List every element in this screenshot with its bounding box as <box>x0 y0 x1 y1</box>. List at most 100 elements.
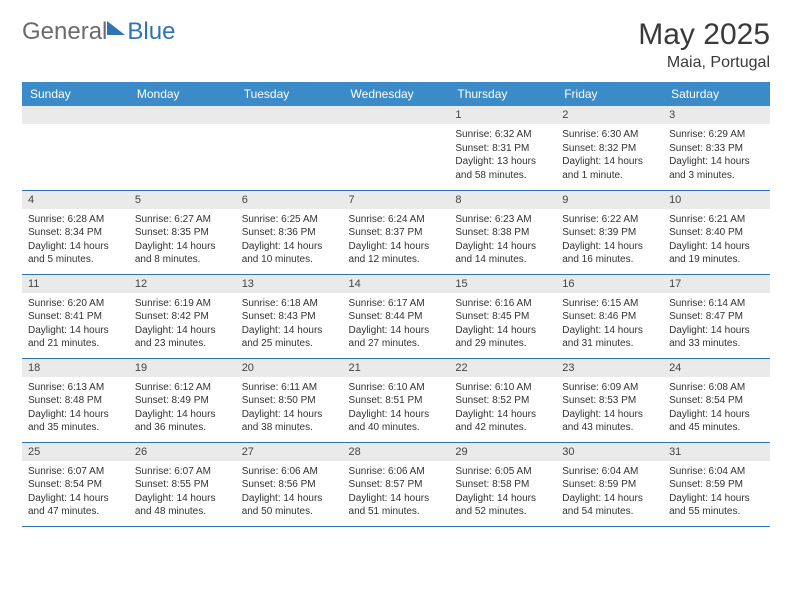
sunrise-text: Sunrise: 6:23 AM <box>455 213 550 227</box>
day-info: Sunrise: 6:05 AMSunset: 8:58 PMDaylight:… <box>449 461 556 523</box>
sunset-text: Sunset: 8:42 PM <box>135 310 230 324</box>
day-number: 8 <box>449 191 556 209</box>
day-number: 14 <box>343 275 450 293</box>
calendar-day-cell: 28Sunrise: 6:06 AMSunset: 8:57 PMDayligh… <box>343 442 450 526</box>
day-number: 31 <box>663 443 770 461</box>
calendar-day-cell: 12Sunrise: 6:19 AMSunset: 8:42 PMDayligh… <box>129 274 236 358</box>
sunrise-text: Sunrise: 6:06 AM <box>242 465 337 479</box>
calendar-day-cell: 22Sunrise: 6:10 AMSunset: 8:52 PMDayligh… <box>449 358 556 442</box>
day-number: 7 <box>343 191 450 209</box>
calendar-table: Sunday Monday Tuesday Wednesday Thursday… <box>22 82 770 527</box>
day-info: Sunrise: 6:28 AMSunset: 8:34 PMDaylight:… <box>22 209 129 271</box>
calendar-header-row: Sunday Monday Tuesday Wednesday Thursday… <box>22 82 770 106</box>
calendar-day-cell <box>22 106 129 190</box>
day-number: 3 <box>663 106 770 124</box>
calendar-day-cell: 2Sunrise: 6:30 AMSunset: 8:32 PMDaylight… <box>556 106 663 190</box>
daylight-text: Daylight: 14 hours and 27 minutes. <box>349 324 444 351</box>
sunrise-text: Sunrise: 6:12 AM <box>135 381 230 395</box>
sunset-text: Sunset: 8:59 PM <box>669 478 764 492</box>
daylight-text: Daylight: 14 hours and 50 minutes. <box>242 492 337 519</box>
day-number: 17 <box>663 275 770 293</box>
calendar-week-row: 25Sunrise: 6:07 AMSunset: 8:54 PMDayligh… <box>22 442 770 526</box>
calendar-day-cell: 15Sunrise: 6:16 AMSunset: 8:45 PMDayligh… <box>449 274 556 358</box>
sunset-text: Sunset: 8:48 PM <box>28 394 123 408</box>
sunset-text: Sunset: 8:55 PM <box>135 478 230 492</box>
calendar-day-cell: 5Sunrise: 6:27 AMSunset: 8:35 PMDaylight… <box>129 190 236 274</box>
day-info: Sunrise: 6:12 AMSunset: 8:49 PMDaylight:… <box>129 377 236 439</box>
day-number: 1 <box>449 106 556 124</box>
sunset-text: Sunset: 8:47 PM <box>669 310 764 324</box>
calendar-day-cell: 31Sunrise: 6:04 AMSunset: 8:59 PMDayligh… <box>663 442 770 526</box>
sunset-text: Sunset: 8:41 PM <box>28 310 123 324</box>
day-info: Sunrise: 6:13 AMSunset: 8:48 PMDaylight:… <box>22 377 129 439</box>
daylight-text: Daylight: 14 hours and 48 minutes. <box>135 492 230 519</box>
daylight-text: Daylight: 14 hours and 35 minutes. <box>28 408 123 435</box>
calendar-week-row: 1Sunrise: 6:32 AMSunset: 8:31 PMDaylight… <box>22 106 770 190</box>
day-number: 4 <box>22 191 129 209</box>
daylight-text: Daylight: 14 hours and 3 minutes. <box>669 155 764 182</box>
day-info: Sunrise: 6:04 AMSunset: 8:59 PMDaylight:… <box>663 461 770 523</box>
calendar-day-cell <box>343 106 450 190</box>
sunset-text: Sunset: 8:32 PM <box>562 142 657 156</box>
sunset-text: Sunset: 8:37 PM <box>349 226 444 240</box>
calendar-day-cell <box>236 106 343 190</box>
sunrise-text: Sunrise: 6:07 AM <box>28 465 123 479</box>
calendar-page: General Blue May 2025 Maia, Portugal Sun… <box>0 0 792 537</box>
calendar-day-cell: 9Sunrise: 6:22 AMSunset: 8:39 PMDaylight… <box>556 190 663 274</box>
header: General Blue May 2025 Maia, Portugal <box>22 18 770 72</box>
sunrise-text: Sunrise: 6:05 AM <box>455 465 550 479</box>
day-number: 6 <box>236 191 343 209</box>
sunset-text: Sunset: 8:53 PM <box>562 394 657 408</box>
day-number: 5 <box>129 191 236 209</box>
calendar-day-cell: 1Sunrise: 6:32 AMSunset: 8:31 PMDaylight… <box>449 106 556 190</box>
calendar-day-cell: 17Sunrise: 6:14 AMSunset: 8:47 PMDayligh… <box>663 274 770 358</box>
daylight-text: Daylight: 14 hours and 29 minutes. <box>455 324 550 351</box>
day-number: 23 <box>556 359 663 377</box>
day-info: Sunrise: 6:30 AMSunset: 8:32 PMDaylight:… <box>556 124 663 186</box>
logo-triangle-icon <box>107 21 125 35</box>
sunset-text: Sunset: 8:52 PM <box>455 394 550 408</box>
day-info: Sunrise: 6:17 AMSunset: 8:44 PMDaylight:… <box>343 293 450 355</box>
weekday-header: Saturday <box>663 82 770 106</box>
sunrise-text: Sunrise: 6:25 AM <box>242 213 337 227</box>
logo-text-blue: Blue <box>127 18 175 46</box>
calendar-day-cell: 4Sunrise: 6:28 AMSunset: 8:34 PMDaylight… <box>22 190 129 274</box>
daylight-text: Daylight: 14 hours and 12 minutes. <box>349 240 444 267</box>
sunset-text: Sunset: 8:58 PM <box>455 478 550 492</box>
calendar-day-cell: 6Sunrise: 6:25 AMSunset: 8:36 PMDaylight… <box>236 190 343 274</box>
sunset-text: Sunset: 8:40 PM <box>669 226 764 240</box>
sunrise-text: Sunrise: 6:06 AM <box>349 465 444 479</box>
day-info: Sunrise: 6:21 AMSunset: 8:40 PMDaylight:… <box>663 209 770 271</box>
sunrise-text: Sunrise: 6:28 AM <box>28 213 123 227</box>
day-info: Sunrise: 6:18 AMSunset: 8:43 PMDaylight:… <box>236 293 343 355</box>
daylight-text: Daylight: 14 hours and 8 minutes. <box>135 240 230 267</box>
day-info: Sunrise: 6:11 AMSunset: 8:50 PMDaylight:… <box>236 377 343 439</box>
sunrise-text: Sunrise: 6:09 AM <box>562 381 657 395</box>
day-number: 19 <box>129 359 236 377</box>
sunset-text: Sunset: 8:45 PM <box>455 310 550 324</box>
daylight-text: Daylight: 14 hours and 43 minutes. <box>562 408 657 435</box>
logo: General Blue <box>22 18 175 46</box>
logo-text-general: General <box>22 18 107 46</box>
day-number: 27 <box>236 443 343 461</box>
day-number: 16 <box>556 275 663 293</box>
sunset-text: Sunset: 8:36 PM <box>242 226 337 240</box>
sunrise-text: Sunrise: 6:14 AM <box>669 297 764 311</box>
daylight-text: Daylight: 14 hours and 42 minutes. <box>455 408 550 435</box>
day-info: Sunrise: 6:10 AMSunset: 8:51 PMDaylight:… <box>343 377 450 439</box>
daylight-text: Daylight: 14 hours and 5 minutes. <box>28 240 123 267</box>
daylight-text: Daylight: 14 hours and 38 minutes. <box>242 408 337 435</box>
day-number: 11 <box>22 275 129 293</box>
sunrise-text: Sunrise: 6:11 AM <box>242 381 337 395</box>
calendar-day-cell <box>129 106 236 190</box>
calendar-day-cell: 13Sunrise: 6:18 AMSunset: 8:43 PMDayligh… <box>236 274 343 358</box>
day-number: 20 <box>236 359 343 377</box>
day-info: Sunrise: 6:08 AMSunset: 8:54 PMDaylight:… <box>663 377 770 439</box>
daylight-text: Daylight: 14 hours and 52 minutes. <box>455 492 550 519</box>
sunrise-text: Sunrise: 6:08 AM <box>669 381 764 395</box>
calendar-day-cell: 14Sunrise: 6:17 AMSunset: 8:44 PMDayligh… <box>343 274 450 358</box>
day-number: 18 <box>22 359 129 377</box>
day-info: Sunrise: 6:07 AMSunset: 8:55 PMDaylight:… <box>129 461 236 523</box>
weekday-header: Tuesday <box>236 82 343 106</box>
calendar-day-cell: 21Sunrise: 6:10 AMSunset: 8:51 PMDayligh… <box>343 358 450 442</box>
